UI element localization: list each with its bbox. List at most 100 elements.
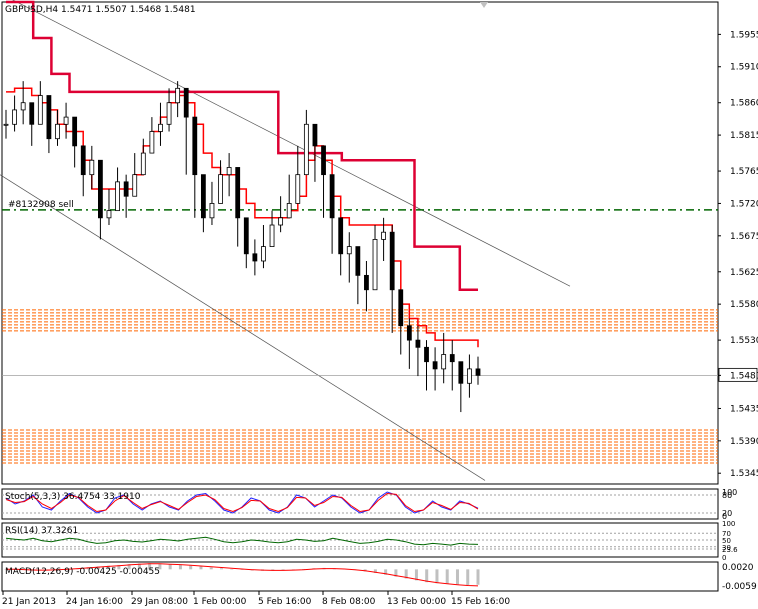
- macd-histogram-bar: [445, 569, 449, 585]
- candle-body: [321, 145, 326, 176]
- y-tick-label: 1.5530: [730, 336, 758, 346]
- macd-histogram-bar: [219, 568, 223, 570]
- macd-histogram-bar: [425, 569, 429, 583]
- macd-histogram-bar: [117, 564, 121, 570]
- rsi-tick: 70: [722, 530, 731, 538]
- candle-body: [132, 174, 138, 197]
- candle-body: [364, 274, 369, 291]
- y-tick-label: 1.5675: [730, 232, 758, 242]
- stoch-tick: 100: [722, 488, 737, 497]
- candle-body: [252, 253, 258, 262]
- candle-body: [106, 210, 112, 219]
- candle-body: [12, 109, 17, 125]
- candle-body: [72, 116, 78, 147]
- candle-body: [381, 231, 387, 240]
- candle-body: [398, 289, 404, 327]
- macd-histogram-bar: [107, 565, 111, 570]
- macd-histogram-bar: [209, 567, 213, 570]
- macd-histogram-bar: [178, 564, 182, 570]
- macd-histogram-bar: [168, 564, 172, 570]
- x-tick-label: 21 Jan 2013: [2, 597, 56, 606]
- macd-tick: -0.0059: [722, 582, 757, 592]
- candle-body: [200, 174, 206, 219]
- macd-histogram-bar: [394, 569, 398, 577]
- candle-body: [406, 325, 412, 341]
- candle-body: [218, 174, 223, 204]
- x-tick-label: 13 Feb 00:00: [387, 597, 446, 606]
- panel-frame-1: [1, 488, 719, 520]
- y-tick-label: 1.5481: [730, 371, 758, 381]
- rsi-tick: 23.6: [722, 546, 738, 554]
- rsi-tick: 30: [722, 544, 731, 552]
- panel-frame-3: [1, 561, 719, 592]
- candle-body: [269, 224, 275, 247]
- macd-tick: 0.0020: [722, 563, 754, 573]
- macd-histogram-bar: [137, 563, 141, 570]
- y-tick-label: 1.5815: [730, 131, 758, 141]
- y-tick-label: 1.5955: [730, 30, 758, 40]
- macd-histogram-bar: [240, 569, 244, 570]
- y-tick-label: 1.5390: [730, 437, 758, 447]
- macd-histogram-bar: [230, 568, 234, 570]
- candle-body: [115, 181, 120, 212]
- candle-body: [123, 181, 129, 197]
- candle-body: [149, 131, 155, 154]
- macd-histogram-bar: [96, 566, 100, 570]
- candle-body: [175, 87, 181, 104]
- candle-body: [46, 95, 52, 140]
- x-tick-label: 29 Jan 08:00: [131, 597, 188, 606]
- y-tick-label: 1.5345: [730, 469, 758, 479]
- macd-histogram-bar: [435, 569, 439, 584]
- candle-body: [89, 159, 95, 176]
- macd-histogram-bar: [466, 569, 470, 586]
- candle-body: [475, 368, 481, 376]
- stoch-tick: 20: [722, 509, 732, 518]
- candle-body: [432, 361, 438, 370]
- candle-body: [458, 361, 464, 384]
- chart-title: GBPUSD,H4 1.5471 1.5507 1.5468 1.5481: [5, 5, 196, 15]
- stoch-title: Stoch(5,3,3) 36.4754 33.1910: [5, 492, 141, 502]
- candle-body: [140, 152, 146, 176]
- candle-body: [80, 145, 86, 176]
- candle-body: [295, 174, 301, 204]
- x-tick-label: 15 Feb 16:00: [451, 597, 510, 606]
- candle-body: [55, 123, 60, 140]
- trendline-1[interactable]: [0, 174, 486, 481]
- candle-body: [467, 368, 472, 384]
- candle-body: [98, 159, 103, 219]
- x-tick-label: 24 Jan 16:00: [66, 597, 123, 606]
- y-tick-label: 1.5765: [730, 167, 758, 177]
- candle-body: [63, 116, 69, 125]
- macd-histogram-bar: [127, 564, 131, 570]
- panel-frame-0: [1, 1, 719, 485]
- candle-body: [192, 116, 198, 176]
- macd-histogram-bar: [199, 566, 203, 570]
- macd-histogram-bar: [384, 569, 388, 575]
- candle-body: [29, 102, 35, 125]
- candle-body: [20, 102, 26, 111]
- macd-histogram-bar: [414, 569, 418, 581]
- y-tick-label: 1.5580: [730, 300, 758, 310]
- trendline-0[interactable]: [0, 0, 571, 287]
- macd-histogram-bar: [189, 565, 193, 570]
- macd-histogram-bar: [148, 563, 152, 570]
- stoch-tick: 80: [722, 491, 732, 500]
- candle-body: [158, 123, 163, 132]
- candle-body: [183, 87, 189, 118]
- candle-body: [346, 246, 352, 255]
- macd-histogram-bar: [291, 569, 295, 570]
- y-tick-label: 1.5435: [730, 404, 758, 414]
- y-tick-label: 1.5625: [730, 268, 758, 278]
- macd-histogram-bar: [158, 563, 162, 570]
- rsi-title: RSI(14) 37.3261: [5, 526, 78, 536]
- stepline-0: [6, 0, 478, 292]
- candle-body: [166, 102, 172, 125]
- shift-marker-icon[interactable]: [480, 2, 488, 8]
- macd-histogram-bar: [404, 569, 408, 579]
- macd-histogram-bar: [373, 569, 377, 574]
- x-tick-label: 5 Feb 16:00: [258, 597, 312, 606]
- candle-body: [329, 174, 335, 219]
- rsi-tick: 100: [722, 520, 735, 528]
